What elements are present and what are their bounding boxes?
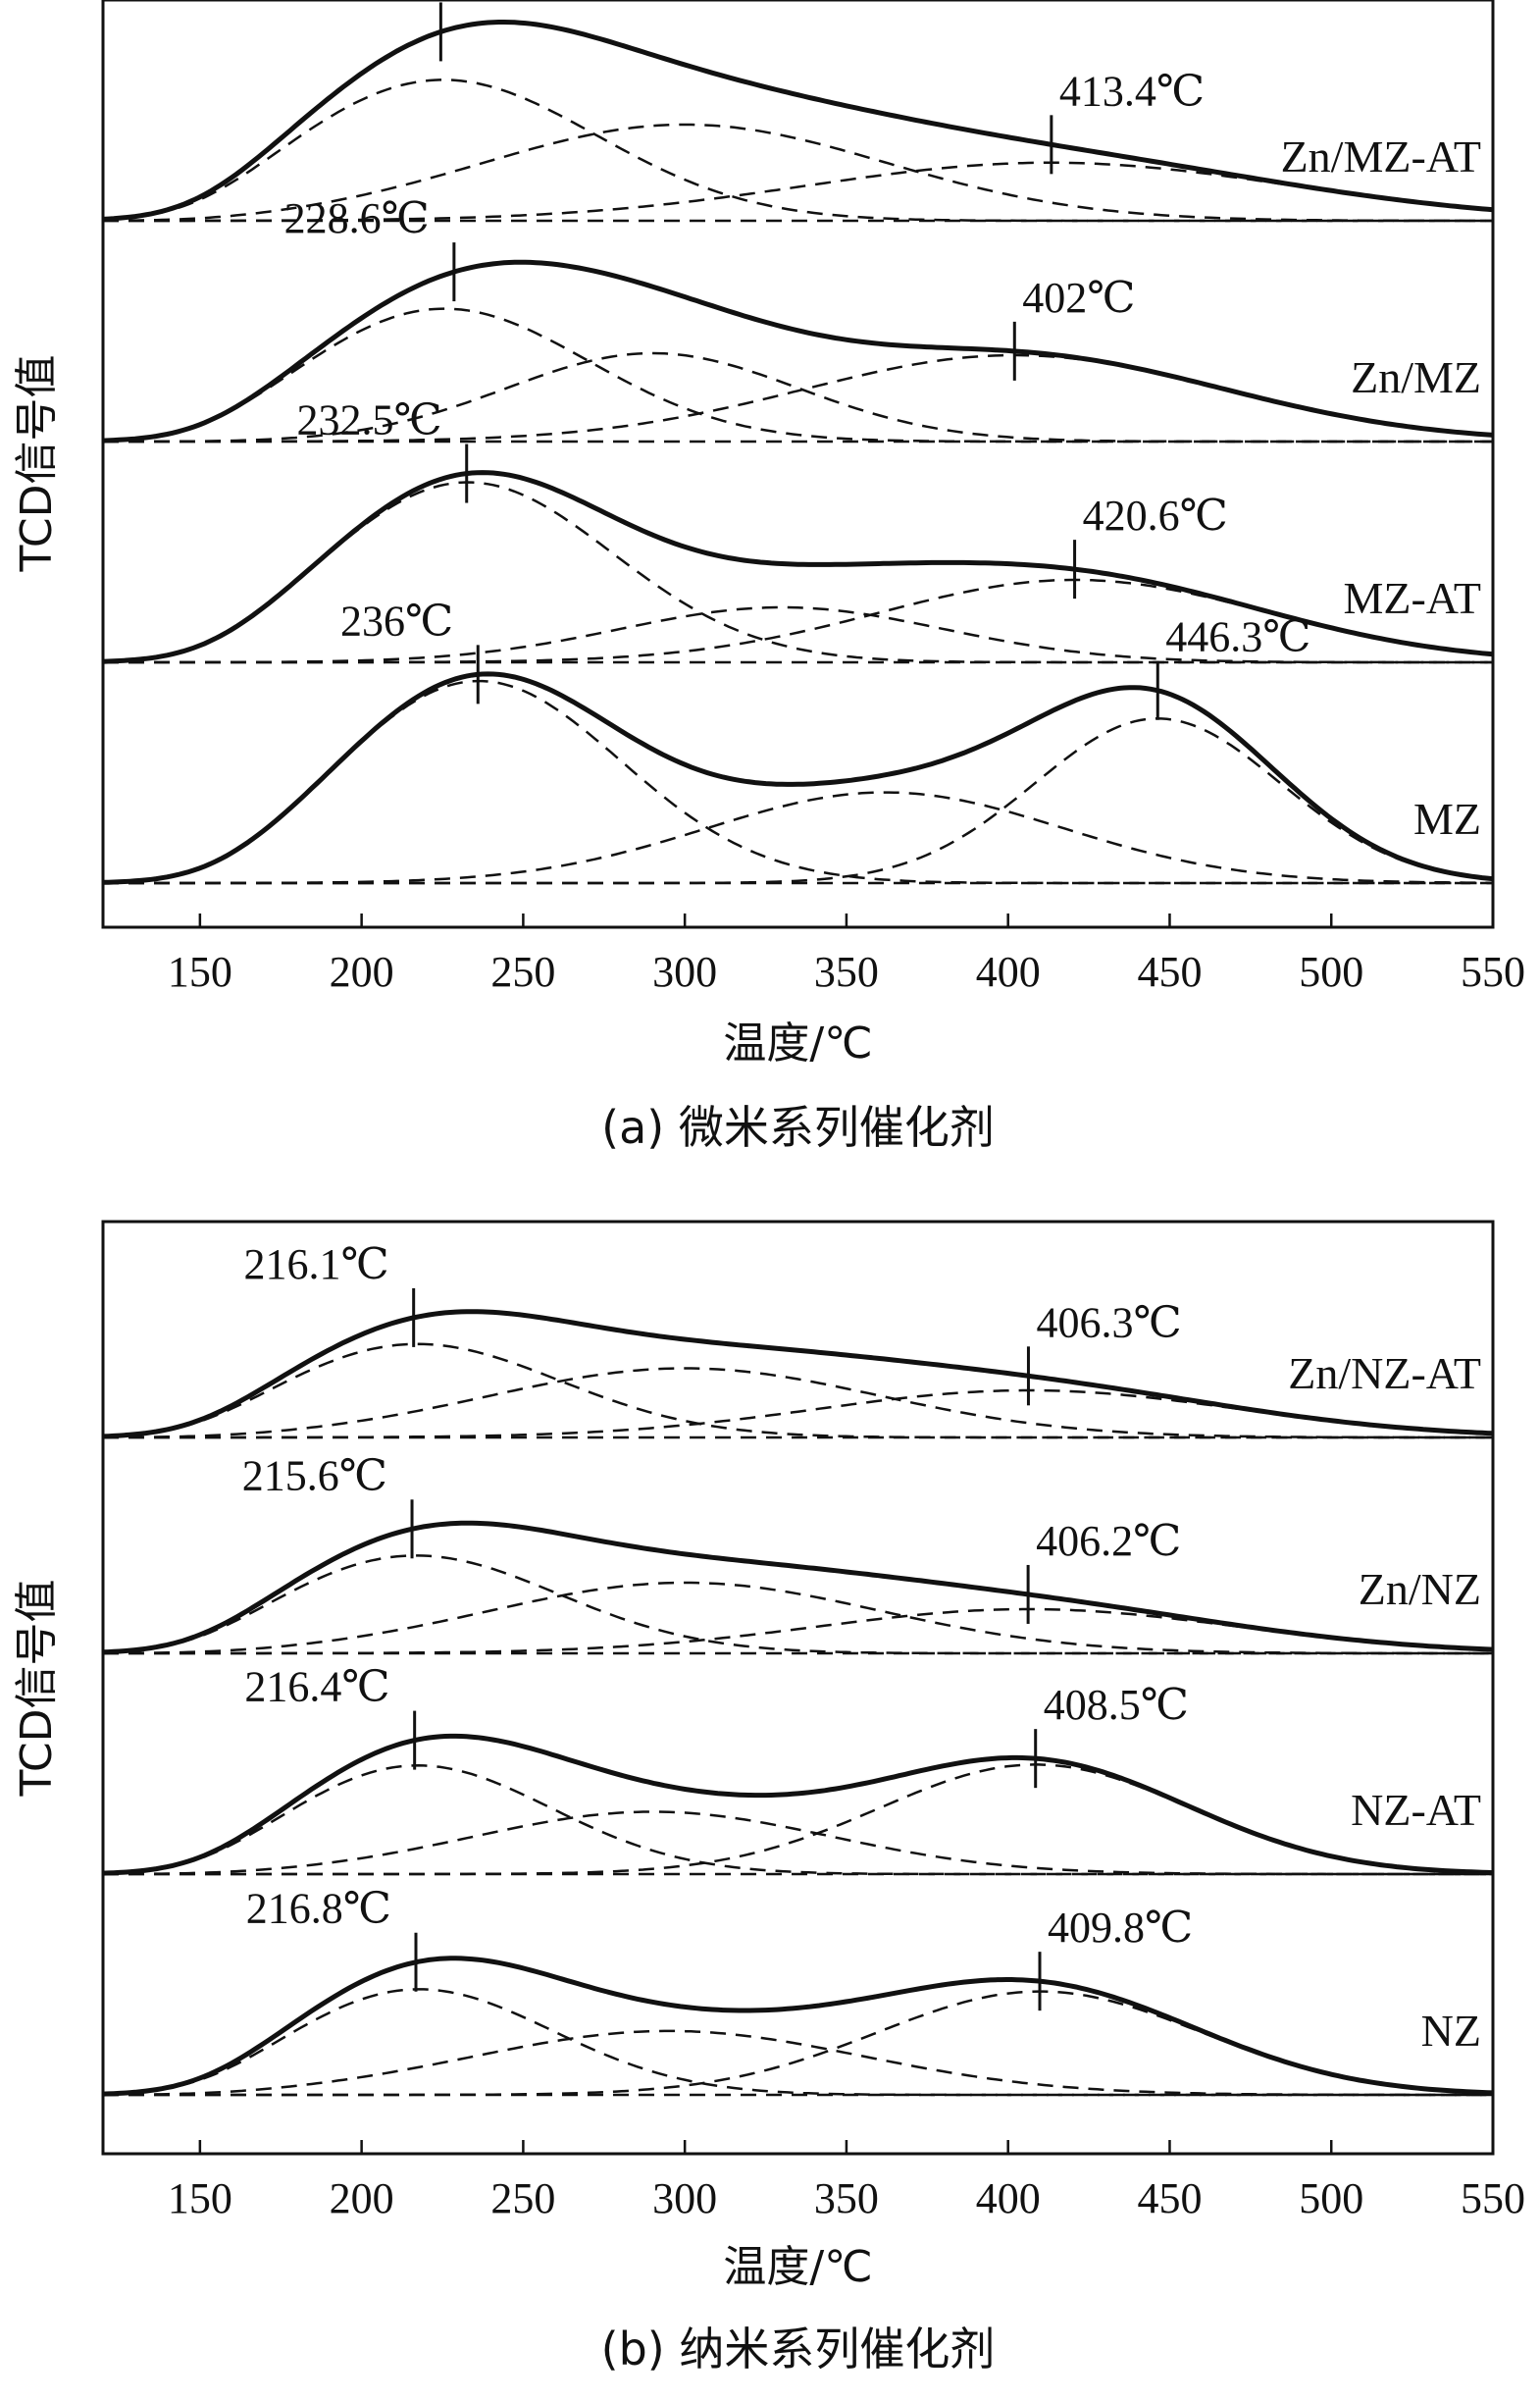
x-tick-label: 400 bbox=[976, 2174, 1041, 2222]
plot-frame bbox=[101, 0, 1495, 929]
x-tick-label: 150 bbox=[168, 948, 232, 996]
component-peak-curve bbox=[103, 123, 1493, 223]
peak-temperature-label: 215.6℃ bbox=[242, 1451, 387, 1499]
peak-temperature-label: 232.5℃ bbox=[296, 396, 441, 444]
series-name-label: Zn/MZ-AT bbox=[1281, 131, 1481, 182]
series-name-label: MZ-AT bbox=[1343, 573, 1481, 623]
series-nz-at: 216.4℃ 408.5℃ NZ-AT bbox=[102, 1663, 1494, 1876]
total-tcd-curve bbox=[102, 20, 1494, 222]
component-peak-curve bbox=[102, 1764, 1493, 1876]
peak-temperature-label: 236℃ bbox=[340, 597, 453, 645]
series-mz-at: 232.5℃ 420.6℃ MZ-AT bbox=[102, 396, 1494, 664]
component-peak-curve bbox=[103, 578, 1494, 664]
x-tick-label: 450 bbox=[1137, 2174, 1202, 2222]
series-zn-nz: 215.6℃ 406.2℃ Zn/NZ bbox=[102, 1451, 1494, 1655]
panel-caption: (b) 纳米系列催化剂 bbox=[601, 2323, 996, 2375]
total-tcd-curve bbox=[102, 470, 1494, 664]
y-axis-title: TCD信号值 bbox=[12, 1580, 62, 1798]
component-peak-curve bbox=[103, 1763, 1494, 1876]
series-name-label: Zn/NZ bbox=[1359, 1564, 1481, 1614]
peak-temperature-label: 420.6℃ bbox=[1083, 492, 1228, 540]
x-tick-label: 350 bbox=[814, 948, 879, 996]
x-tick-label: 150 bbox=[168, 2174, 232, 2222]
component-peak-curve bbox=[102, 78, 1493, 223]
plot-frame bbox=[101, 1220, 1495, 2156]
component-peak-curve bbox=[103, 1367, 1493, 1439]
peak-temperature-label: 406.3℃ bbox=[1036, 1298, 1181, 1346]
component-peak-curve bbox=[102, 1988, 1493, 2097]
peak-temperature-label: 224.5℃ bbox=[271, 0, 416, 2]
component-peak-curve bbox=[102, 1554, 1493, 1655]
x-tick-label: 200 bbox=[330, 948, 394, 996]
x-tick-label: 500 bbox=[1299, 2174, 1363, 2222]
peak-temperature-label: 408.5℃ bbox=[1044, 1681, 1189, 1729]
series-name-label: MZ bbox=[1413, 794, 1481, 844]
peak-temperature-label: 446.3℃ bbox=[1165, 613, 1310, 661]
peak-temperature-label: 413.4℃ bbox=[1059, 67, 1205, 115]
peak-temperature-label: 216.1℃ bbox=[243, 1240, 388, 1288]
panel-b-nano-catalysts: 150 200 250 300 350 400 450 500 550 温度/℃ TCD信号值 (b)… bbox=[12, 1220, 1525, 2375]
component-peak-curve bbox=[103, 1581, 1493, 1655]
series-name-label: NZ bbox=[1421, 2006, 1481, 2056]
total-tcd-curve bbox=[102, 1733, 1494, 1876]
component-peak-curve bbox=[103, 1810, 1493, 1876]
x-tick-label: 500 bbox=[1299, 948, 1363, 996]
y-axis-title: TCD信号值 bbox=[12, 355, 62, 573]
component-peak-curve bbox=[103, 717, 1494, 885]
panel-a-micro-catalysts: 150 200 250 300 350 400 450 500 550 温度/℃ TCD信号值 (a)… bbox=[12, 0, 1525, 1154]
component-peak-curve bbox=[103, 353, 1494, 444]
component-peak-curve bbox=[103, 351, 1493, 444]
total-tcd-curve bbox=[102, 1309, 1494, 1439]
total-tcd-curve bbox=[102, 1956, 1494, 2097]
x-axis-title: 温度/℃ bbox=[723, 1018, 872, 1069]
x-tick-label: 350 bbox=[814, 2174, 879, 2222]
total-tcd-curve bbox=[102, 671, 1494, 885]
x-tick-label: 550 bbox=[1461, 2174, 1525, 2222]
total-tcd-curve bbox=[102, 1520, 1494, 1655]
x-tick-label: 300 bbox=[652, 2174, 717, 2222]
peak-temperature-label: 216.8℃ bbox=[246, 1885, 391, 1933]
peak-temperature-label: 402℃ bbox=[1022, 274, 1135, 322]
peak-temperature-label: 406.2℃ bbox=[1036, 1517, 1181, 1565]
series-zn-mz-at: 224.5℃ 413.4℃ Zn/MZ-AT bbox=[102, 0, 1494, 223]
x-tick-label: 550 bbox=[1461, 948, 1525, 996]
component-peak-curve bbox=[103, 2029, 1493, 2097]
component-peak-curve bbox=[102, 307, 1493, 444]
series-nz: 216.8℃ 409.8℃ NZ bbox=[102, 1885, 1494, 2097]
x-tick-label: 250 bbox=[490, 2174, 555, 2222]
series-name-label: NZ-AT bbox=[1351, 1785, 1481, 1835]
peak-temperature-label: 409.8℃ bbox=[1048, 1904, 1193, 1952]
component-peak-curve bbox=[102, 1342, 1493, 1439]
series-zn-nz-at: 216.1℃ 406.3℃ Zn/NZ-AT bbox=[102, 1240, 1494, 1439]
component-peak-curve bbox=[103, 791, 1493, 885]
series-mz: 236℃ 446.3℃ MZ bbox=[102, 597, 1494, 885]
series-zn-mz: 228.6℃ 402℃ Zn/MZ bbox=[102, 194, 1494, 444]
x-axis-title: 温度/℃ bbox=[723, 2242, 872, 2292]
x-tick-label: 300 bbox=[652, 948, 717, 996]
total-tcd-curve bbox=[102, 259, 1494, 444]
x-tick-label: 450 bbox=[1137, 948, 1202, 996]
x-tick-label: 250 bbox=[490, 948, 555, 996]
series-name-label: Zn/MZ bbox=[1351, 352, 1481, 402]
panel-caption: (a) 微米系列催化剂 bbox=[601, 1101, 995, 1154]
series-name-label: Zn/NZ-AT bbox=[1288, 1348, 1481, 1398]
peak-temperature-label: 228.6℃ bbox=[284, 194, 430, 242]
x-tick-label: 200 bbox=[330, 2174, 394, 2222]
x-tick-label: 400 bbox=[976, 948, 1041, 996]
peak-temperature-label: 216.4℃ bbox=[244, 1663, 389, 1711]
